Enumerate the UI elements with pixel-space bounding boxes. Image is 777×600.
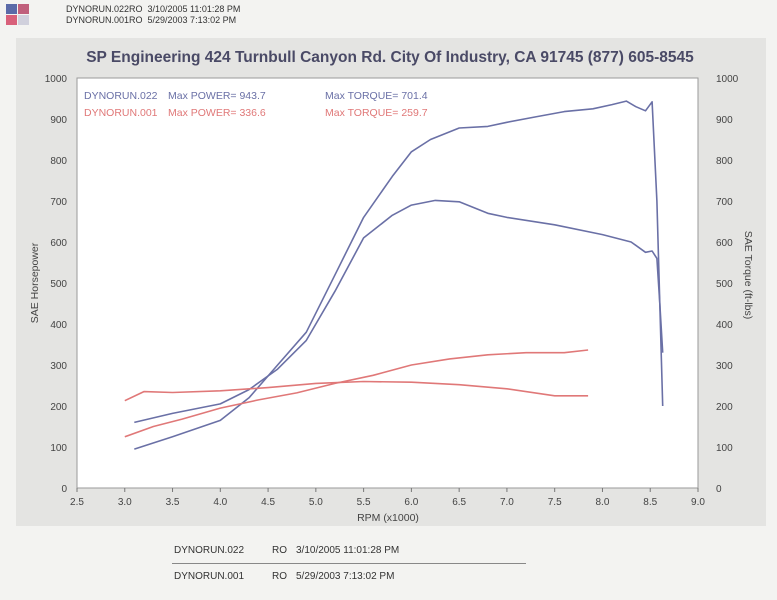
- legend-run-name: DYNORUN.001: [84, 107, 158, 119]
- y-tick-label-right: 600: [716, 238, 733, 249]
- y-tick-label-left: 700: [50, 197, 67, 208]
- y-tick-label-left: 900: [50, 115, 67, 126]
- footer-divider: [172, 563, 526, 564]
- footer-date: 5/29/2003 7:13:02 PM: [296, 571, 395, 582]
- y-tick-label-right: 100: [716, 443, 733, 454]
- y-tick-label-left: 200: [50, 402, 67, 413]
- x-tick-label: 2.5: [70, 497, 84, 508]
- y-tick-label-left: 400: [50, 320, 67, 331]
- logo-square: [18, 4, 29, 14]
- series-line-dynorun-022-power: [134, 100, 664, 450]
- x-tick-label: 7.0: [500, 497, 514, 508]
- y-tick-label-right: 1000: [716, 74, 739, 85]
- chart-title: SP Engineering 424 Turnbull Canyon Rd. C…: [86, 49, 694, 66]
- legend-max-power: Max POWER= 943.7: [168, 90, 266, 102]
- y-tick-label-right: 800: [716, 156, 733, 167]
- x-axis-label: RPM (x1000): [357, 512, 419, 524]
- series-line-dynorun-001-power: [124, 349, 589, 438]
- logo-square: [18, 15, 29, 25]
- y-tick-label-right: 300: [716, 361, 733, 372]
- x-tick-label: 3.5: [166, 497, 180, 508]
- x-tick-label: 5.5: [357, 497, 371, 508]
- footer-code: RO: [272, 545, 287, 556]
- legend-max-torque: Max TORQUE= 701.4: [325, 90, 428, 102]
- y-tick-label-left: 500: [50, 279, 67, 290]
- y-tick-label-right: 500: [716, 279, 733, 290]
- y-axis-right-label: SAE Torque (ft-lbs): [742, 231, 754, 320]
- y-tick-label-right: 700: [716, 197, 733, 208]
- x-tick-label: 8.0: [596, 497, 610, 508]
- x-tick-label: 4.5: [261, 497, 275, 508]
- y-tick-label-right: 400: [716, 320, 733, 331]
- header-line-2: DYNORUN.001RO 5/29/2003 7:13:02 PM: [66, 15, 237, 25]
- y-tick-label-left: 1000: [45, 74, 68, 85]
- footer-file: DYNORUN.001: [174, 571, 245, 582]
- x-tick-label: 4.0: [213, 497, 227, 508]
- footer-file: DYNORUN.022: [174, 545, 245, 556]
- legend-run-name: DYNORUN.022: [84, 90, 158, 102]
- header-run-info: DYNORUN.022RO 3/10/2005 11:01:28 PM DYNOR…: [66, 4, 240, 26]
- plot-area: [76, 77, 699, 489]
- series-line-dynorun-001-torque: [124, 380, 589, 402]
- y-tick-label-right: 0: [716, 484, 722, 495]
- x-tick-label: 3.0: [118, 497, 132, 508]
- y-axis-left-label: SAE Horsepower: [29, 242, 41, 323]
- y-tick-label-right: 200: [716, 402, 733, 413]
- header-line-1: DYNORUN.022RO 3/10/2005 11:01:28 PM: [66, 4, 241, 14]
- y-tick-label-left: 600: [50, 238, 67, 249]
- footer-code: RO: [272, 571, 287, 582]
- y-tick-label-left: 100: [50, 443, 67, 454]
- logo-square: [6, 15, 17, 25]
- x-tick-label: 6.0: [404, 497, 418, 508]
- x-tick-label: 7.5: [548, 497, 562, 508]
- y-tick-label-left: 800: [50, 156, 67, 167]
- y-tick-label-left: 300: [50, 361, 67, 372]
- series-line-dynorun-022-torque: [134, 199, 664, 424]
- x-tick-label: 5.0: [309, 497, 323, 508]
- x-tick-label: 8.5: [643, 497, 657, 508]
- footer-date: 3/10/2005 11:01:28 PM: [296, 545, 400, 556]
- dynojet-logo: [6, 4, 30, 26]
- x-tick-label: 9.0: [691, 497, 705, 508]
- y-tick-label-left: 0: [61, 484, 67, 495]
- y-tick-label-right: 900: [716, 115, 733, 126]
- legend-max-torque: Max TORQUE= 259.7: [325, 107, 428, 119]
- logo-square: [6, 4, 17, 14]
- legend-max-power: Max POWER= 336.6: [168, 107, 266, 119]
- x-tick-label: 6.5: [452, 497, 466, 508]
